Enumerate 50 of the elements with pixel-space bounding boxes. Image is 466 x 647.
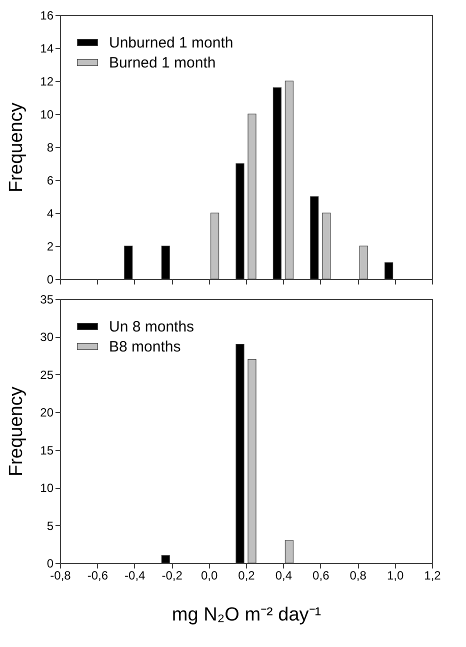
- y-axis-title: Frequency: [6, 102, 28, 192]
- y-tick-label: 2: [46, 240, 54, 254]
- bar: [210, 212, 220, 280]
- x-tick-label: 0,8: [350, 568, 367, 582]
- y-tick-label: 6: [46, 174, 54, 188]
- bar: [248, 359, 256, 564]
- bar: [161, 555, 170, 564]
- x-tick-label: -0,4: [124, 568, 146, 582]
- y-tick-label: 35: [40, 292, 54, 306]
- y-tick-label: 14: [40, 42, 54, 56]
- legend-label: Burned 1 month: [109, 54, 216, 72]
- x-tick-label: 0,6: [312, 568, 330, 582]
- x-tick-label: 1,2: [424, 568, 442, 582]
- bar: [310, 196, 319, 280]
- bar: [248, 114, 256, 280]
- legend-label: Un 8 months: [109, 318, 194, 336]
- y-axis-title: Frequency: [6, 386, 28, 476]
- x-tick-label: 0,4: [275, 568, 292, 582]
- y-tick-label: 0: [46, 556, 54, 570]
- bar: [124, 246, 133, 280]
- x-tick-label: 0,2: [238, 568, 256, 582]
- legend-label: Unburned 1 month: [109, 34, 234, 52]
- y-tick-label: 25: [40, 368, 54, 382]
- bar: [384, 262, 394, 280]
- y-tick-label: 5: [46, 518, 54, 533]
- x-tick-label: -0,2: [162, 568, 183, 582]
- x-axis-title: mg N₂O m⁻² day⁻¹: [172, 604, 322, 626]
- y-tick-label: 20: [40, 406, 54, 420]
- bar: [322, 212, 331, 280]
- bar: [359, 246, 368, 280]
- y-tick-label: 0: [46, 272, 54, 286]
- y-tick-label: 12: [40, 74, 54, 88]
- y-tick-label: 8: [46, 140, 54, 154]
- legend-label: B8 months: [109, 338, 181, 356]
- y-tick-label: 15: [40, 443, 54, 458]
- y-tick-label: 4: [46, 206, 54, 220]
- x-tick-label: -0,8: [50, 568, 72, 582]
- bar: [272, 87, 282, 280]
- y-tick-label: 10: [40, 481, 54, 496]
- x-tick-label: 1,0: [386, 568, 404, 582]
- x-tick-label: -0,6: [87, 568, 108, 582]
- bar: [284, 540, 294, 564]
- y-tick-label: 30: [40, 330, 54, 344]
- x-tick-label: 0,0: [200, 568, 218, 582]
- bar: [284, 80, 294, 280]
- y-tick-label: 16: [40, 8, 54, 22]
- bar: [236, 344, 244, 564]
- y-tick-label: 10: [40, 108, 54, 122]
- bar: [236, 163, 244, 280]
- bar: [161, 246, 170, 280]
